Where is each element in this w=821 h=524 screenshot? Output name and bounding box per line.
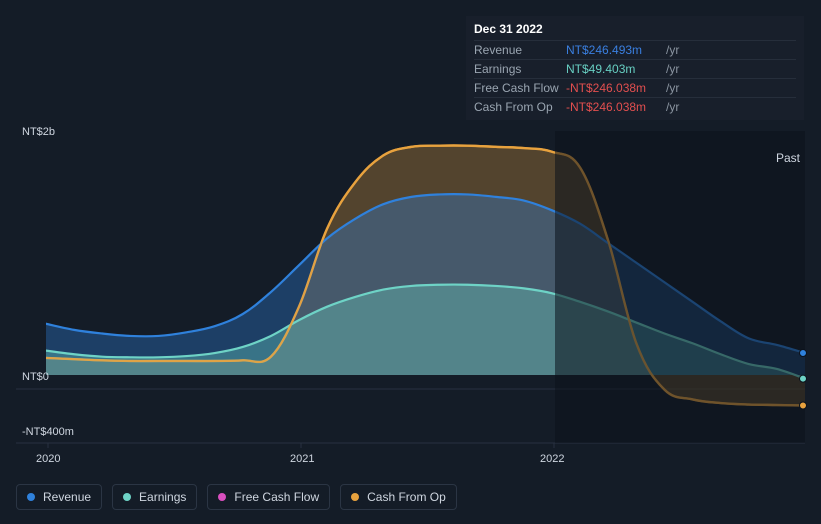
tooltip-value: NT$49.403m (566, 62, 666, 76)
tooltip: Dec 31 2022 Revenue NT$246.493m /yr Earn… (466, 16, 804, 120)
legend-item-fcf[interactable]: Free Cash Flow (207, 484, 330, 510)
tooltip-unit: /yr (666, 43, 679, 57)
y-tick-label: NT$2b (22, 126, 55, 138)
legend-dot-icon (123, 493, 131, 501)
x-tick-label: 2021 (290, 453, 314, 465)
legend-dot-icon (27, 493, 35, 501)
tooltip-unit: /yr (666, 62, 679, 76)
tooltip-row: Cash From Op -NT$246.038m /yr (474, 97, 796, 116)
legend-dot-icon (351, 493, 359, 501)
past-label: Past (776, 151, 800, 165)
legend-label: Revenue (43, 490, 91, 504)
tooltip-label: Free Cash Flow (474, 81, 566, 95)
tooltip-label: Cash From Op (474, 100, 566, 114)
tooltip-row: Earnings NT$49.403m /yr (474, 59, 796, 78)
legend-label: Free Cash Flow (234, 490, 319, 504)
tooltip-value: -NT$246.038m (566, 81, 666, 95)
legend-label: Cash From Op (367, 490, 446, 504)
tooltip-row: Free Cash Flow -NT$246.038m /yr (474, 78, 796, 97)
tooltip-date: Dec 31 2022 (474, 22, 796, 40)
tooltip-unit: /yr (666, 81, 679, 95)
tooltip-unit: /yr (666, 100, 679, 114)
y-tick-label: NT$0 (22, 371, 49, 383)
legend-label: Earnings (139, 490, 186, 504)
tooltip-value: -NT$246.038m (566, 100, 666, 114)
legend-item-cfo[interactable]: Cash From Op (340, 484, 457, 510)
x-tick-label: 2020 (36, 453, 60, 465)
legend-item-revenue[interactable]: Revenue (16, 484, 102, 510)
legend-item-earnings[interactable]: Earnings (112, 484, 197, 510)
y-tick-label: -NT$400m (22, 426, 74, 438)
tooltip-value: NT$246.493m (566, 43, 666, 57)
chart-container: NT$2b NT$0 -NT$400m 2020 2021 2022 Past … (0, 0, 821, 524)
tooltip-label: Revenue (474, 43, 566, 57)
x-tick-label: 2022 (540, 453, 564, 465)
legend: Revenue Earnings Free Cash Flow Cash Fro… (16, 484, 457, 510)
tooltip-row: Revenue NT$246.493m /yr (474, 40, 796, 59)
tooltip-label: Earnings (474, 62, 566, 76)
legend-dot-icon (218, 493, 226, 501)
